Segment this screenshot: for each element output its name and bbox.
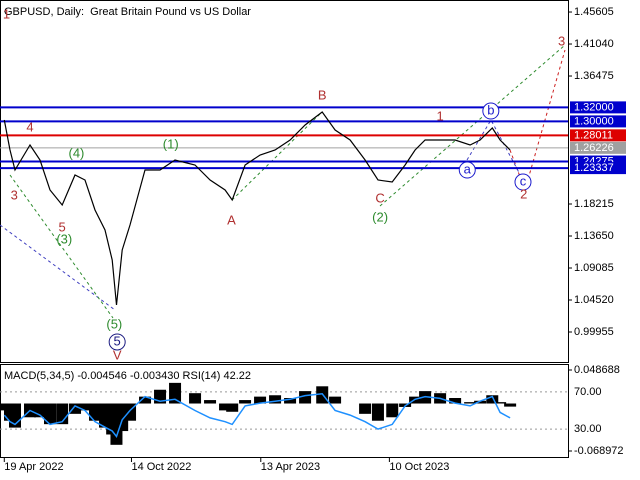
projection — [466, 118, 524, 181]
macd-bar — [449, 398, 462, 404]
level-box — [570, 141, 626, 154]
level-label: 1.26226 — [574, 142, 614, 154]
macd-bar — [79, 403, 92, 411]
level-label: 1.30000 — [574, 115, 614, 127]
macd-bar — [204, 400, 217, 404]
wave-circle — [458, 161, 476, 179]
level-box — [570, 129, 626, 142]
wave-label: 4 — [26, 119, 33, 134]
macd-bar — [189, 393, 202, 404]
wave-label: V — [113, 347, 122, 362]
wave-label: (1) — [163, 136, 179, 151]
wave-label: 3 — [558, 33, 565, 48]
macd-bar — [329, 396, 342, 404]
wave-circle — [514, 173, 532, 191]
macd-bar — [254, 396, 267, 404]
wave-circle — [482, 102, 500, 120]
level-box — [570, 162, 626, 175]
y-tick-label: 1.45605 — [574, 6, 614, 18]
macd-bar — [299, 391, 312, 404]
x-tick-label: 13 Apr 2023 — [261, 461, 320, 473]
level-box — [570, 101, 626, 114]
y-tick-label: 0.99955 — [574, 326, 614, 338]
wave-label: B — [318, 87, 327, 102]
projection — [379, 44, 566, 207]
y-tick-label: 1.18215 — [574, 198, 614, 210]
y-tick-label: 1.36475 — [574, 70, 614, 82]
level-label: 1.32000 — [574, 101, 614, 113]
macd-bar — [371, 403, 384, 421]
wave-label: 5 — [114, 333, 121, 348]
macd-bar — [464, 402, 477, 404]
macd-bar — [219, 403, 232, 411]
macd-bar — [44, 403, 57, 425]
macd-bar — [169, 382, 182, 404]
level-label: 1.28011 — [574, 129, 613, 141]
macd-bar — [494, 402, 507, 404]
rsi-line — [3, 393, 511, 439]
macd-bar — [486, 395, 499, 404]
y-tick-label: 70.00 — [574, 386, 602, 398]
main-frame — [0, 0, 569, 363]
macd-bar — [226, 403, 239, 412]
macd-bar — [89, 403, 102, 421]
level-label: 1.23337 — [574, 162, 614, 174]
wave-label: 1 — [3, 6, 10, 21]
macd-bar — [359, 403, 372, 414]
wave-label: (5) — [106, 316, 122, 331]
projection — [509, 49, 566, 192]
wave-label: (2) — [372, 209, 388, 224]
projections — [0, 44, 566, 319]
wave-label: 5 — [59, 219, 66, 234]
macd-bar — [474, 400, 487, 404]
sub-title: MACD(5,34,5) -0.004546 -0.003430 RSI(14)… — [4, 370, 251, 382]
y2-tick-label: 0.048688 — [574, 364, 620, 376]
chart-title: GBPUSD, Daily: Great Britain Pound vs US… — [4, 6, 251, 18]
y-tick-label: 1.09085 — [574, 262, 614, 274]
wave-label: (4) — [69, 145, 85, 160]
macd-bar — [139, 396, 152, 404]
projection — [231, 111, 323, 201]
level-box — [570, 115, 626, 128]
wave-label: a — [464, 161, 472, 176]
macd-bar — [239, 400, 252, 404]
wave-circle — [108, 333, 126, 351]
wave-label: 1 — [436, 108, 443, 123]
wave-label: A — [227, 212, 236, 227]
wave-label: 2 — [520, 186, 527, 201]
y-tick-label: 1.13650 — [574, 230, 614, 242]
wave-label: c — [520, 173, 527, 188]
x-tick-label: 14 Oct 2022 — [131, 461, 191, 473]
projection — [9, 174, 114, 319]
macd-bar — [269, 395, 282, 404]
wave-label: 3 — [11, 187, 18, 202]
y-tick-label: 1.04520 — [574, 294, 614, 306]
macd-bar — [69, 403, 82, 414]
macd-bar — [284, 398, 297, 404]
y-tick-label: 1.41040 — [574, 38, 614, 50]
sub-frame — [0, 364, 569, 458]
y-tick-label: 30.00 — [574, 423, 602, 435]
y2-tick-label: -0.068972 — [574, 445, 624, 457]
wave-label: (3) — [56, 231, 72, 246]
wave-label: C — [375, 190, 384, 205]
price-line — [3, 111, 511, 306]
macd-bar — [9, 403, 22, 428]
macd-bar — [504, 403, 517, 407]
macd-bar — [386, 403, 399, 418]
x-tick-label: 10 Oct 2023 — [389, 461, 449, 473]
x-tick-label: 19 Apr 2022 — [4, 461, 63, 473]
wave-label: b — [487, 102, 494, 117]
